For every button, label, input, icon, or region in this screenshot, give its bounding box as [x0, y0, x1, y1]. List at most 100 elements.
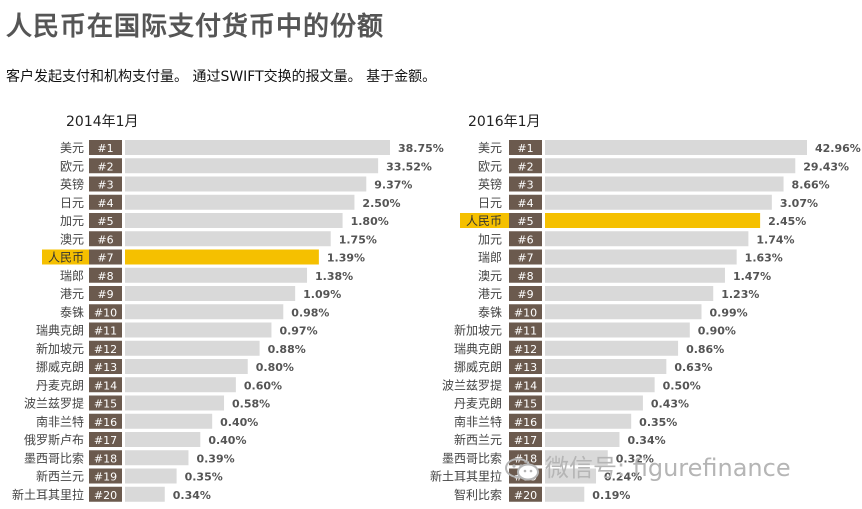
- panel1-category-label-3: 日元: [478, 196, 502, 210]
- panel1-value-label-1: 29.43%: [803, 160, 849, 173]
- panel0-value-label-13: 0.60%: [244, 379, 282, 392]
- panel0-value-label-0: 38.75%: [398, 142, 444, 155]
- panel0-value-label-2: 9.37%: [374, 179, 412, 192]
- panel0-rank-box-10: [89, 322, 122, 338]
- panel1-rank-box-3: [509, 194, 542, 210]
- panel0-value-label-12: 0.80%: [256, 361, 294, 374]
- panel0-category-label-6: 人民币: [48, 251, 84, 265]
- panel1-bar-5: [545, 231, 749, 247]
- panel1-rank-label-6: #7: [517, 252, 533, 265]
- panel1-bar-10: [545, 322, 690, 338]
- panel1-category-label-6: 瑞郎: [478, 251, 502, 265]
- panel1-rank-label-0: #1: [517, 142, 533, 155]
- panel1-value-label-19: 0.19%: [592, 489, 630, 502]
- panel1-rank-box-11: [509, 340, 542, 356]
- panel0-rank-box-3: [89, 194, 122, 210]
- panel0-bar-8: [125, 286, 296, 301]
- panel1-rank-label-17: #18: [514, 452, 537, 465]
- panel0-category-label-5: 澳元: [60, 232, 84, 246]
- panel0-highlight-label-bg-6: [42, 249, 91, 265]
- panel0-value-label-5: 1.75%: [339, 233, 377, 246]
- panel0-rank-label-0: #1: [97, 142, 113, 155]
- panel0-value-label-9: 0.98%: [291, 306, 329, 319]
- panel1-highlight-label-bg-4: [460, 213, 511, 228]
- panel0-value-label-7: 1.38%: [315, 270, 353, 283]
- panel0-rank-label-19: #20: [94, 489, 117, 502]
- panel1-rank-label-5: #6: [517, 233, 533, 246]
- panel1-bar-15: [545, 413, 632, 429]
- watermark-text: 微信号: figurefinance: [545, 454, 791, 482]
- panel1-category-label-9: 泰铢: [478, 304, 502, 319]
- panel1-bar-0: [545, 140, 807, 155]
- panel0-value-label-11: 0.88%: [268, 343, 306, 356]
- panel1-rank-box-1: [509, 158, 542, 174]
- panel1-category-label-12: 挪威克朗: [454, 360, 502, 374]
- panel1-bar-17: [545, 450, 608, 466]
- panel0-bar-15: [125, 413, 213, 429]
- panel0-bar-4: [125, 213, 343, 228]
- panel0-rank-box-5: [89, 231, 122, 247]
- panel0-rank-box-14: [89, 395, 122, 411]
- panel1-rank-label-4: #5: [517, 215, 533, 228]
- wechat-icon: [505, 458, 539, 481]
- panel0-value-label-15: 0.40%: [220, 416, 258, 429]
- panel0-bar-2: [125, 176, 367, 192]
- panel0-value-label-10: 0.97%: [279, 325, 317, 338]
- panel0-rank-box-4: [89, 213, 122, 228]
- panel0-rank-label-15: #16: [94, 416, 117, 429]
- panel0-value-label-4: 1.80%: [351, 215, 389, 228]
- panel0-rank-label-11: #12: [94, 343, 117, 356]
- panel0-value-label-14: 0.58%: [232, 398, 270, 411]
- panel0-rank-box-16: [89, 432, 122, 447]
- panel-title-2016: 2016年1月: [468, 114, 541, 130]
- panel1-rank-label-8: #9: [517, 288, 533, 301]
- panel1-rank-box-17: [509, 450, 542, 466]
- panel1-rank-box-9: [509, 304, 542, 320]
- panel1-value-label-12: 0.63%: [674, 361, 712, 374]
- panel1-bar-12: [545, 359, 667, 374]
- panel1-rank-label-13: #14: [514, 379, 537, 392]
- panel1-rank-box-14: [509, 395, 542, 411]
- panel0-rank-box-15: [89, 413, 122, 429]
- panel1-value-label-4: 2.45%: [768, 215, 806, 228]
- panel0-rank-label-1: #2: [97, 160, 113, 173]
- panel1-rank-box-12: [509, 359, 542, 374]
- panel1-category-label-8: 港元: [478, 287, 502, 301]
- panel0-rank-label-13: #14: [94, 379, 117, 392]
- panel0-rank-label-12: #13: [94, 361, 117, 374]
- panel0-rank-box-13: [89, 377, 122, 393]
- panel0-bar-16: [125, 432, 201, 447]
- panel0-bar-19: [125, 486, 165, 502]
- panel0-rank-box-2: [89, 176, 122, 192]
- panel0-rank-label-16: #17: [94, 434, 117, 447]
- panel1-value-label-11: 0.86%: [686, 343, 724, 356]
- panel1-bar-14: [545, 395, 643, 411]
- panel0-rank-box-6: [89, 249, 122, 265]
- panel1-value-label-16: 0.34%: [627, 434, 665, 447]
- panel1-rank-label-2: #3: [517, 179, 533, 192]
- panel0-category-label-18: 新西兰元: [36, 469, 84, 484]
- panel1-category-label-0: 美元: [478, 141, 502, 155]
- panel1-category-label-2: 英镑: [478, 177, 502, 192]
- panel1-bar-7: [545, 267, 725, 283]
- panel0-value-label-17: 0.39%: [196, 452, 234, 465]
- panel0-bar-10: [125, 322, 272, 338]
- panel1-rank-box-0: [509, 140, 542, 155]
- panel0-category-label-16: 俄罗斯卢布: [24, 432, 84, 447]
- panel1-category-label-19: 智利比索: [454, 487, 502, 502]
- panel0-bar-14: [125, 395, 225, 411]
- panel0-rank-label-2: #3: [97, 179, 113, 192]
- panel1-category-label-16: 新西兰元: [454, 432, 502, 447]
- panel1-category-label-17: 墨西哥比索: [442, 451, 502, 465]
- panel1-value-label-15: 0.35%: [639, 416, 677, 429]
- panel1-rank-label-1: #2: [517, 160, 533, 173]
- panel1-bar-3: [545, 194, 772, 210]
- panel0-category-label-12: 挪威克朗: [36, 360, 84, 374]
- panel0-category-label-9: 泰铢: [60, 304, 84, 319]
- panel1-bar-6: [545, 249, 737, 265]
- panel1-bar-19: [545, 486, 585, 502]
- panel1-value-label-0: 42.96%: [815, 142, 861, 155]
- watermark: 微信号: figurefinance: [505, 448, 791, 483]
- panel0-bar-1: [125, 158, 379, 174]
